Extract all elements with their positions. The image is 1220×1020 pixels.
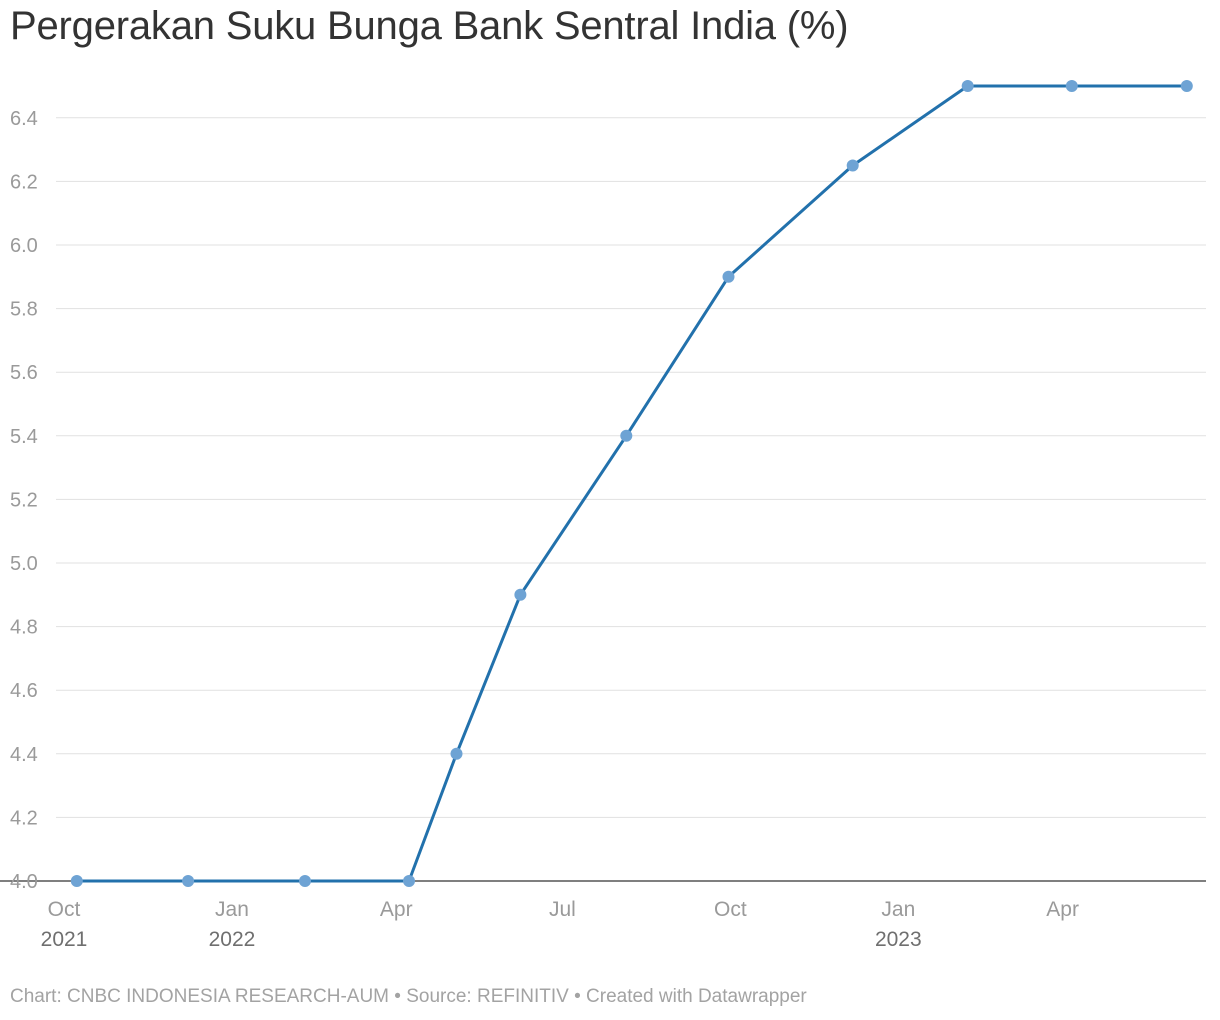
- data-point: [450, 747, 463, 760]
- data-point: [514, 588, 527, 601]
- x-tick-label: Apr: [380, 898, 413, 921]
- y-tick-label: 6.2: [10, 171, 38, 193]
- data-point: [961, 80, 974, 92]
- x-tick-label: Jan: [215, 898, 249, 921]
- data-point: [70, 875, 83, 887]
- x-tick-label: Jan: [881, 898, 915, 921]
- x-tick-year-label: 2021: [41, 928, 88, 951]
- data-point: [1180, 80, 1193, 92]
- data-point: [182, 875, 195, 887]
- data-point: [620, 429, 633, 442]
- y-tick-label: 4.6: [10, 680, 38, 702]
- data-points: [70, 80, 1193, 887]
- series-line: [75, 84, 1189, 883]
- y-tick-label: 5.4: [10, 426, 38, 448]
- chart-title: Pergerakan Suku Bunga Bank Sentral India…: [10, 4, 849, 48]
- x-tick-label: Jul: [549, 898, 576, 921]
- y-tick-label: 6.0: [10, 235, 38, 257]
- data-point: [299, 875, 311, 887]
- x-axis-ticks: Oct 2021 Jan 2022 Apr Jul Oct Jan 2023 Apr: [41, 898, 1079, 951]
- y-tick-label: 4.2: [10, 807, 38, 829]
- data-point: [722, 270, 735, 283]
- gridlines: [0, 117, 1206, 882]
- y-tick-label: 6.4: [10, 108, 38, 130]
- data-point: [846, 159, 859, 172]
- x-tick-year-label: 2023: [875, 928, 922, 951]
- y-tick-label: 5.8: [10, 299, 38, 321]
- y-tick-label: 5.2: [10, 489, 38, 511]
- series-layer: [75, 84, 1189, 883]
- data-point: [1065, 80, 1078, 92]
- x-tick-label: Oct: [714, 898, 747, 921]
- y-axis-ticks: 4.0 4.2 4.4 4.6 4.8 5.0 5.2 5.4 5.6 5.8 6.0 6.2 6.4: [10, 108, 38, 893]
- y-tick-label: 4.0: [10, 871, 38, 893]
- y-tick-label: 4.4: [10, 744, 38, 766]
- y-tick-label: 4.8: [10, 617, 38, 639]
- y-tick-label: 5.6: [10, 362, 38, 384]
- y-tick-label: 5.0: [10, 553, 38, 575]
- chart-footer: Chart: CNBC INDONESIA RESEARCH-AUM • Sou…: [10, 986, 807, 1007]
- x-tick-year-label: 2022: [209, 928, 256, 951]
- data-point: [403, 875, 415, 887]
- x-tick-label: Oct: [48, 898, 81, 921]
- x-tick-label: Apr: [1046, 898, 1079, 921]
